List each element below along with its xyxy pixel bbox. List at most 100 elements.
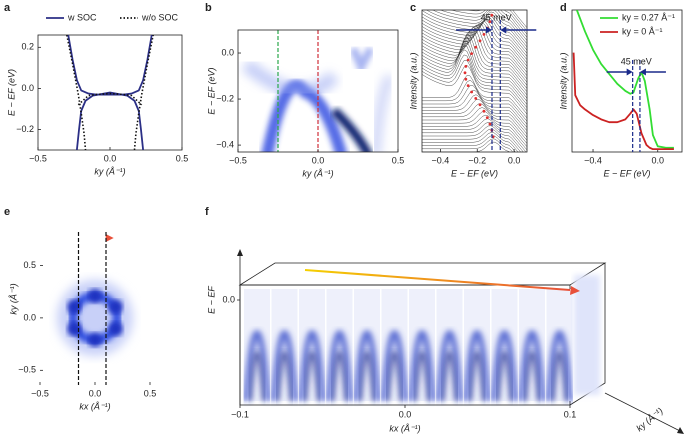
y-tick-label: 0.2 bbox=[21, 42, 34, 52]
trace bbox=[422, 132, 519, 152]
arrow-head bbox=[639, 68, 646, 76]
slice-band bbox=[490, 330, 519, 402]
peak-dot bbox=[463, 71, 467, 75]
trace bbox=[422, 103, 527, 138]
y-axis-label: ky (Å⁻¹) bbox=[8, 283, 18, 314]
trace bbox=[422, 75, 527, 119]
peak-dot bbox=[482, 33, 486, 36]
ring bbox=[57, 279, 133, 356]
trace bbox=[422, 138, 513, 152]
trace bbox=[422, 23, 527, 73]
trace bbox=[422, 111, 527, 144]
slice-band bbox=[463, 330, 491, 402]
legend-label: w SOC bbox=[67, 12, 97, 22]
trace bbox=[422, 79, 527, 122]
x-tick-label: −0.4 bbox=[432, 155, 450, 165]
legend-label: ky = 0.27 Å⁻¹ bbox=[622, 12, 675, 22]
blob bbox=[108, 299, 123, 314]
z-axis bbox=[604, 392, 683, 433]
peak-dot bbox=[466, 84, 470, 87]
slice-band bbox=[413, 351, 431, 402]
slice-band bbox=[243, 330, 271, 402]
slice-band bbox=[298, 330, 326, 402]
peak-dot bbox=[474, 45, 478, 49]
series-line bbox=[576, 10, 674, 149]
axes-frame bbox=[571, 9, 683, 153]
arrow-head bbox=[105, 234, 114, 242]
y-axis-label: Intensity (a.u.) bbox=[558, 52, 568, 109]
slice-band bbox=[518, 330, 546, 402]
x-tick-label: 0.0 bbox=[312, 155, 325, 165]
x-tick-label: 0.0 bbox=[89, 388, 102, 398]
peak-dot bbox=[464, 77, 468, 81]
y-tick-label: 0.0 bbox=[221, 47, 234, 57]
image bbox=[40, 213, 150, 385]
x-tick-label: −0.5 bbox=[229, 155, 247, 165]
peak-dot bbox=[464, 65, 468, 68]
slice-band bbox=[380, 330, 409, 402]
slice-band bbox=[248, 351, 266, 402]
trace bbox=[422, 54, 527, 108]
y-axis-label: E − EF (eV) bbox=[206, 67, 216, 114]
slice-band bbox=[468, 351, 486, 402]
trace bbox=[422, 33, 527, 92]
arrow-head bbox=[677, 427, 684, 434]
peak-dot bbox=[488, 20, 492, 23]
trace bbox=[422, 89, 527, 128]
band bbox=[370, 73, 395, 152]
panel-label: a bbox=[4, 2, 11, 14]
x-axis-label: kx (Å⁻¹) bbox=[389, 423, 420, 433]
trace bbox=[422, 128, 521, 152]
x-tick-label: 0.5 bbox=[176, 153, 189, 163]
side-slice bbox=[574, 275, 600, 395]
peak-dot bbox=[482, 109, 486, 113]
x-tick-label: −0.1 bbox=[231, 409, 249, 419]
x-axis-label: E − EF (eV) bbox=[603, 168, 650, 178]
trace bbox=[422, 21, 527, 70]
y-tick-label: −0.5 bbox=[18, 365, 36, 375]
x-tick-label: 0.0 bbox=[399, 409, 412, 419]
trace bbox=[422, 16, 527, 57]
legend-label: w/o SOC bbox=[141, 12, 179, 22]
trace bbox=[422, 49, 527, 105]
slice-band bbox=[358, 351, 376, 402]
arrow-head bbox=[500, 26, 507, 34]
x-axis-label: kx (Å⁻¹) bbox=[79, 401, 110, 411]
slice-band bbox=[408, 330, 436, 402]
y-tick-label: 0.0 bbox=[222, 294, 235, 304]
trace bbox=[422, 64, 527, 115]
slice-band bbox=[353, 330, 381, 402]
peak-dot bbox=[470, 90, 474, 94]
trace bbox=[422, 114, 527, 147]
slice-band bbox=[440, 351, 459, 402]
trace bbox=[432, 10, 527, 44]
trace bbox=[422, 107, 527, 141]
x-axis-label: E − EF (eV) bbox=[451, 168, 498, 178]
blob bbox=[67, 321, 82, 336]
axes-frame bbox=[421, 9, 528, 153]
trace bbox=[422, 26, 527, 83]
series-line bbox=[66, 35, 154, 150]
slice-band bbox=[495, 351, 514, 402]
peak-dot bbox=[488, 122, 492, 126]
x-tick-label: −0.4 bbox=[584, 155, 602, 165]
arrow-head bbox=[237, 249, 243, 256]
slice-band bbox=[545, 330, 574, 402]
trace bbox=[422, 25, 527, 80]
trace bbox=[422, 41, 527, 99]
trace bbox=[422, 118, 527, 151]
y-tick-label: −0.2 bbox=[216, 93, 234, 103]
slice-band bbox=[330, 351, 349, 402]
traces bbox=[422, 10, 527, 152]
band bbox=[330, 107, 372, 152]
peak-dot bbox=[478, 103, 482, 107]
x-axis-label: ky (Å⁻¹) bbox=[94, 166, 125, 176]
trace bbox=[422, 135, 516, 152]
arrow-head bbox=[626, 68, 633, 76]
plot-area bbox=[66, 35, 154, 150]
peak-dot bbox=[485, 116, 489, 119]
band bbox=[349, 46, 375, 77]
blob bbox=[108, 321, 123, 336]
panel-label: c bbox=[410, 2, 416, 14]
